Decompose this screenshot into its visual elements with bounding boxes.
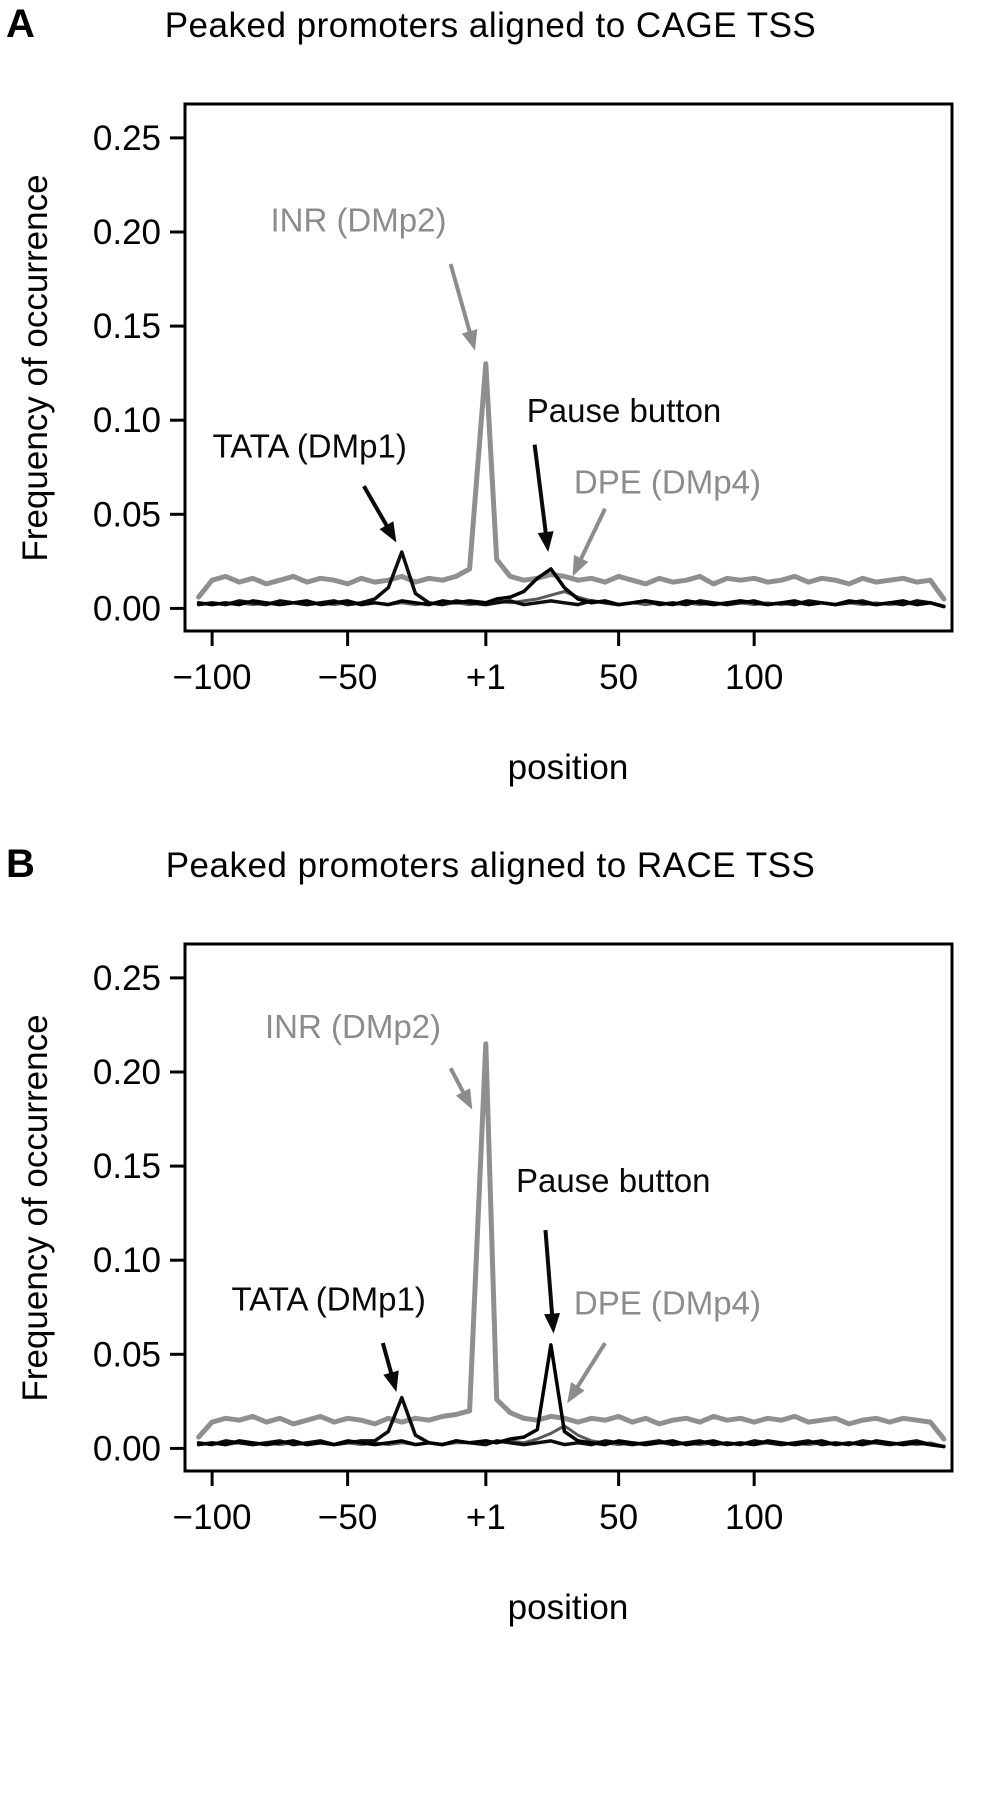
chart-title-a: Peaked promoters aligned to CAGE TSS (164, 6, 817, 45)
x-tick-label: +1 (466, 1498, 506, 1537)
plot-border (183, 102, 954, 633)
annotation-arrow-line (543, 1229, 555, 1318)
annotation-arrowhead (544, 1313, 561, 1334)
annotation-arrow-line (448, 1067, 467, 1097)
panel-letter-b: B (6, 842, 35, 886)
x-tick-label: −50 (318, 658, 377, 697)
chart-title-b: Peaked promoters aligned to RACE TSS (165, 846, 816, 885)
annotation-arrow-line (573, 1341, 607, 1391)
x-tick-label: −50 (318, 1498, 377, 1537)
x-tick-label: 50 (599, 1498, 638, 1537)
x-tick-label: −100 (173, 658, 252, 697)
annotation-arrow-line (448, 263, 473, 336)
x-tick-label: 100 (725, 1498, 783, 1537)
annotation-arrow-line (532, 444, 549, 537)
annotation-arrowhead (379, 521, 397, 543)
annotation-arrowhead (537, 531, 554, 552)
y-tick-label: 0.00 (93, 1429, 161, 1468)
panel-a: A Peaked promoters aligned to CAGE TSS F… (0, 0, 981, 840)
series-line (196, 361, 947, 602)
annotation-arrowhead (572, 554, 589, 577)
annotation-label: TATA (DMp1) (212, 428, 406, 465)
annotation-arrowhead (461, 329, 478, 351)
y-tick-label: 0.20 (93, 1053, 161, 1092)
x-tick-label: +1 (466, 658, 506, 697)
annotation-arrow-line (380, 1342, 395, 1378)
annotation-arrow-line (362, 485, 391, 530)
y-tick-label: 0.00 (93, 589, 161, 628)
line-chart-a: −100 −50 +1 50 100 0.00 0.05 0.10 0.15 0.20 0.25 IN… (93, 102, 954, 697)
annotation-arrowhead (455, 1088, 473, 1110)
y-tick-label: 0.25 (93, 119, 161, 158)
y-tick-label: 0.10 (93, 401, 161, 440)
annotation-label: DPE (DMp4) (574, 1284, 761, 1321)
annotation-arrow-line (577, 507, 607, 563)
annotation-label: INR (DMp2) (265, 1008, 441, 1045)
y-tick-label: 0.25 (93, 959, 161, 998)
series-line (196, 1343, 946, 1449)
x-axis-label-b: position (507, 1588, 629, 1627)
annotation-arrowhead (383, 1370, 399, 1392)
annotation-label: DPE (DMp4) (574, 463, 761, 500)
plot-border (183, 942, 954, 1473)
annotation-label: TATA (DMp1) (231, 1281, 425, 1318)
y-tick-label: 0.10 (93, 1241, 161, 1280)
annotation-label: Pause button (516, 1162, 711, 1199)
y-tick-label: 0.20 (93, 213, 161, 252)
y-tick-label: 0.05 (93, 1335, 161, 1374)
x-tick-label: 100 (725, 658, 783, 697)
x-tick-label: −100 (173, 1498, 252, 1537)
y-tick-label: 0.15 (93, 1147, 161, 1186)
series-line (196, 1041, 947, 1442)
x-tick-label: 50 (599, 658, 638, 697)
annotation-arrowhead (567, 1382, 585, 1404)
series-line (196, 567, 946, 609)
y-tick-label: 0.05 (93, 495, 161, 534)
line-chart-b: −100 −50 +1 50 100 0.00 0.05 0.10 0.15 0.20 0.25 IN… (93, 942, 954, 1537)
annotation-label: Pause button (527, 392, 722, 429)
x-axis-label-a: position (507, 748, 629, 787)
y-tick-label: 0.15 (93, 307, 161, 346)
panel-letter-a: A (6, 2, 35, 46)
panel-b: B Peaked promoters aligned to RACE TSS F… (0, 840, 981, 1680)
annotation-label: INR (DMp2) (270, 202, 446, 239)
